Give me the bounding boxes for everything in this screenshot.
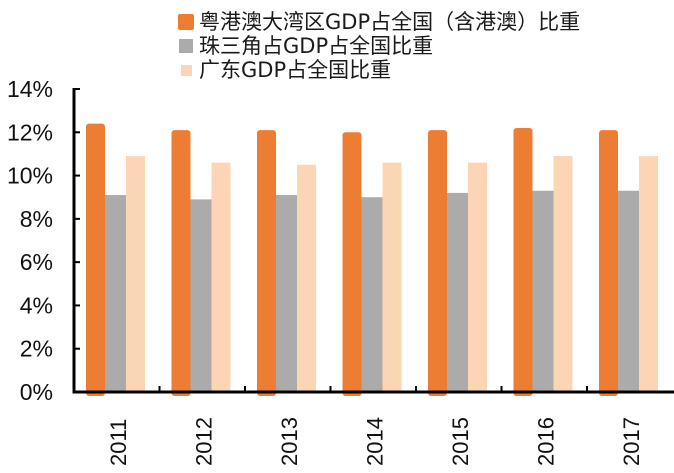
x-tick-labels: 2011 2012 2013 2014 2015 2016 2017: [106, 417, 644, 466]
bar-guangdong-2015: [468, 162, 487, 392]
y-tick-label-8: 8%: [20, 206, 53, 232]
y-tick-label-0: 0%: [20, 379, 53, 405]
x-tick-label-2013: 2013: [277, 417, 302, 466]
bar-gba-2011: [86, 123, 105, 396]
legend-label-prd: 珠三角占GDP占全国比重: [199, 34, 434, 58]
bar-gba-2017: [599, 130, 618, 396]
y-tick-label-2: 2%: [20, 336, 53, 362]
bar-gba-2015: [428, 130, 447, 396]
legend: 粤港澳大湾区GDP占全国（含港澳）比重 珠三角占GDP占全国比重 广东GDP占全…: [178, 10, 580, 82]
bar-gba-2013: [257, 130, 276, 396]
bar-guangdong-2016: [553, 156, 573, 392]
bar-gba-2016: [513, 127, 533, 396]
y-tick-label-10: 10%: [7, 163, 53, 189]
x-tick-label-2015: 2015: [448, 417, 473, 466]
bar-prd-2015: [447, 192, 468, 392]
bar-guangdong-2017: [639, 156, 658, 392]
bar-prd-2016: [532, 190, 554, 392]
legend-label-guangdong: 广东GDP占全国比重: [199, 58, 392, 82]
legend-label-gba: 粤港澳大湾区GDP占全国（含港澳）比重: [199, 10, 581, 34]
bar-prd-2017: [618, 190, 639, 392]
bar-guangdong-2013: [297, 164, 316, 392]
bar-prd-2012: [190, 199, 212, 392]
bar-gba-2014: [342, 132, 362, 397]
y-tick-label-6: 6%: [20, 249, 53, 275]
x-tick-label-2016: 2016: [533, 417, 558, 466]
x-tick-label-2012: 2012: [191, 417, 216, 466]
y-tick-labels: 0% 2% 4% 6% 8% 10% 12% 14%: [7, 76, 53, 405]
bar-guangdong-2011: [126, 156, 145, 392]
legend-item-prd: 珠三角占GDP占全国比重: [178, 34, 580, 58]
x-tick-label-2017: 2017: [619, 417, 644, 466]
axes-layer: [72, 88, 674, 394]
y-tick-label-14: 14%: [7, 76, 53, 102]
legend-swatch-gray: [179, 39, 193, 53]
bar-prd-2013: [276, 195, 297, 392]
bar-guangdong-2014: [382, 162, 402, 392]
bar-gba-2012: [171, 130, 191, 396]
bar-prd-2014: [361, 197, 383, 392]
bar-guangdong-2012: [211, 162, 231, 392]
legend-item-gba: 粤港澳大湾区GDP占全国（含港澳）比重: [178, 10, 580, 34]
legend-swatch-orange: [178, 14, 194, 30]
legend-swatch-peach: [181, 64, 192, 76]
x-tick-label-2011: 2011: [106, 419, 131, 466]
y-tick-label-4: 4%: [20, 292, 53, 318]
x-tick-label-2014: 2014: [362, 417, 387, 466]
bar-prd-2011: [105, 195, 126, 392]
bars-layer: [86, 123, 658, 397]
y-tick-label-12: 12%: [7, 119, 53, 145]
legend-item-guangdong: 广东GDP占全国比重: [178, 58, 580, 82]
